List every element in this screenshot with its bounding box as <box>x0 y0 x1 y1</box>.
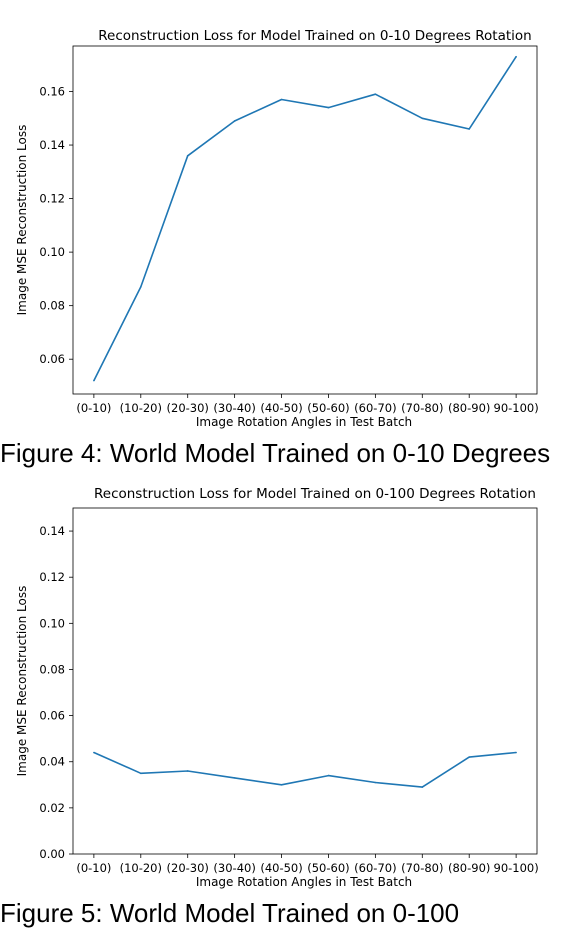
data-point <box>515 55 517 58</box>
x-tick-label: (70-80) <box>401 861 443 875</box>
x-tick-label: (70-80) <box>401 401 443 415</box>
x-tick-label: (60-70) <box>354 401 396 415</box>
x-tick-label: (10-20) <box>120 861 162 875</box>
x-tick-label: (0-10) <box>76 401 111 415</box>
data-point <box>327 106 330 109</box>
y-tick-label: 0.10 <box>39 616 65 630</box>
data-point <box>280 784 283 786</box>
data-point <box>186 770 189 772</box>
data-point <box>374 93 377 95</box>
y-tick-label: 0.16 <box>39 85 65 99</box>
x-tick-label: (80-90) <box>448 861 490 875</box>
chart-title: Reconstruction Loss for Model Trained on… <box>98 28 531 44</box>
data-point <box>515 751 517 754</box>
data-point <box>468 128 471 130</box>
x-tick-label: (40-50) <box>260 861 302 875</box>
x-axis-label: Image Rotation Angles in Test Batch <box>196 415 412 429</box>
series-line <box>93 56 517 381</box>
data-point <box>139 286 142 288</box>
x-tick-label: 90-100) <box>494 861 539 875</box>
data-point <box>421 786 424 788</box>
series-line <box>93 751 517 788</box>
figure-4-caption: Figure 4: World Model Trained on 0-10 De… <box>0 438 551 468</box>
x-tick-label: (30-40) <box>213 401 255 415</box>
y-tick-label: 0.06 <box>39 709 65 723</box>
data-point <box>93 379 95 382</box>
x-tick-label: (50-60) <box>307 401 349 415</box>
y-tick-label: 0.04 <box>39 755 65 769</box>
y-tick-label: 0.02 <box>39 801 65 815</box>
y-tick-label: 0.08 <box>39 662 65 676</box>
data-point <box>233 120 236 122</box>
axes-frame <box>72 507 538 855</box>
data-point <box>421 117 424 120</box>
chart-2: Reconstruction Loss for Model Trained on… <box>15 486 539 889</box>
x-tick-label: (80-90) <box>448 401 490 415</box>
y-axis-label: Image MSE Reconstruction Loss <box>15 586 29 777</box>
data-point <box>93 751 95 754</box>
chart-title: Reconstruction Loss for Model Trained on… <box>94 486 536 502</box>
data-point <box>139 772 142 775</box>
x-tick-label: (40-50) <box>260 401 302 415</box>
data-point <box>374 781 377 784</box>
x-tick-label: 90-100) <box>494 401 539 415</box>
x-tick-label: (50-60) <box>307 861 349 875</box>
data-point <box>327 774 330 777</box>
chart-1: Reconstruction Loss for Model Trained on… <box>15 28 539 429</box>
y-tick-label: 0.12 <box>39 192 65 206</box>
x-tick-label: (60-70) <box>354 861 396 875</box>
x-tick-label: (30-40) <box>213 861 255 875</box>
figure-5-caption: Figure 5: World Model Trained on 0-100 <box>0 898 460 928</box>
x-tick-label: (20-30) <box>167 401 209 415</box>
y-tick-label: 0.00 <box>39 847 65 861</box>
x-axis-label: Image Rotation Angles in Test Batch <box>196 875 412 889</box>
y-tick-label: 0.10 <box>39 245 65 259</box>
data-point <box>468 756 471 758</box>
y-tick-label: 0.08 <box>39 299 65 313</box>
x-tick-label: (10-20) <box>120 401 162 415</box>
y-tick-label: 0.14 <box>39 138 65 152</box>
x-tick-label: (0-10) <box>76 861 111 875</box>
x-tick-label: (20-30) <box>167 861 209 875</box>
y-axis-label: Image MSE Reconstruction Loss <box>15 125 29 316</box>
data-point <box>233 777 236 779</box>
y-tick-label: 0.12 <box>39 570 65 584</box>
axes-frame <box>72 45 538 395</box>
y-tick-label: 0.06 <box>39 352 65 366</box>
y-tick-label: 0.14 <box>39 524 65 538</box>
data-point <box>280 98 283 101</box>
data-point <box>186 154 189 157</box>
